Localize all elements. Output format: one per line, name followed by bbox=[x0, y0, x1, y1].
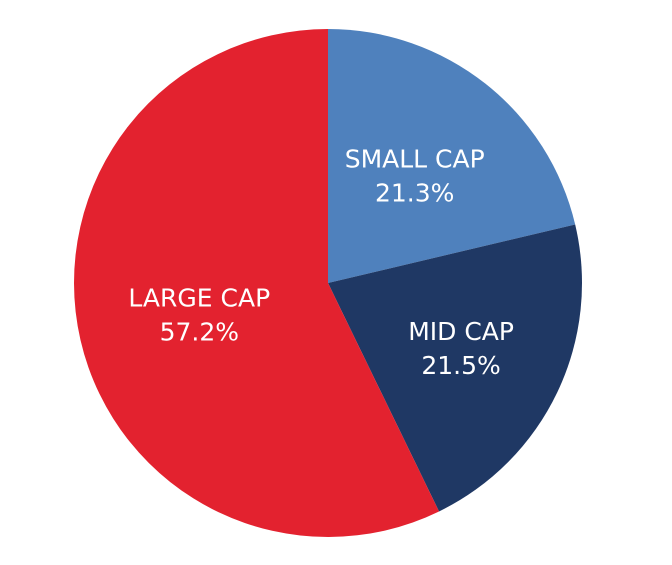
slice-name-label-large-cap: LARGE CAP bbox=[128, 284, 270, 313]
slices-layer bbox=[74, 29, 583, 537]
pie-slice-small-cap bbox=[328, 29, 576, 283]
pie-slice-mid-cap bbox=[328, 224, 583, 512]
labels-layer: SMALL CAP 21.3% MID CAP 21.5% LARGE CAP 57.2% bbox=[128, 144, 514, 380]
slice-value-label-small-cap: 21.3% bbox=[375, 178, 454, 207]
slice-value-label-large-cap: 57.2% bbox=[160, 318, 239, 347]
slice-name-label-small-cap: SMALL CAP bbox=[345, 144, 485, 173]
pie-slice-large-cap bbox=[74, 29, 440, 537]
slice-name-label-mid-cap: MID CAP bbox=[408, 317, 514, 346]
slice-value-label-mid-cap: 21.5% bbox=[421, 351, 500, 380]
